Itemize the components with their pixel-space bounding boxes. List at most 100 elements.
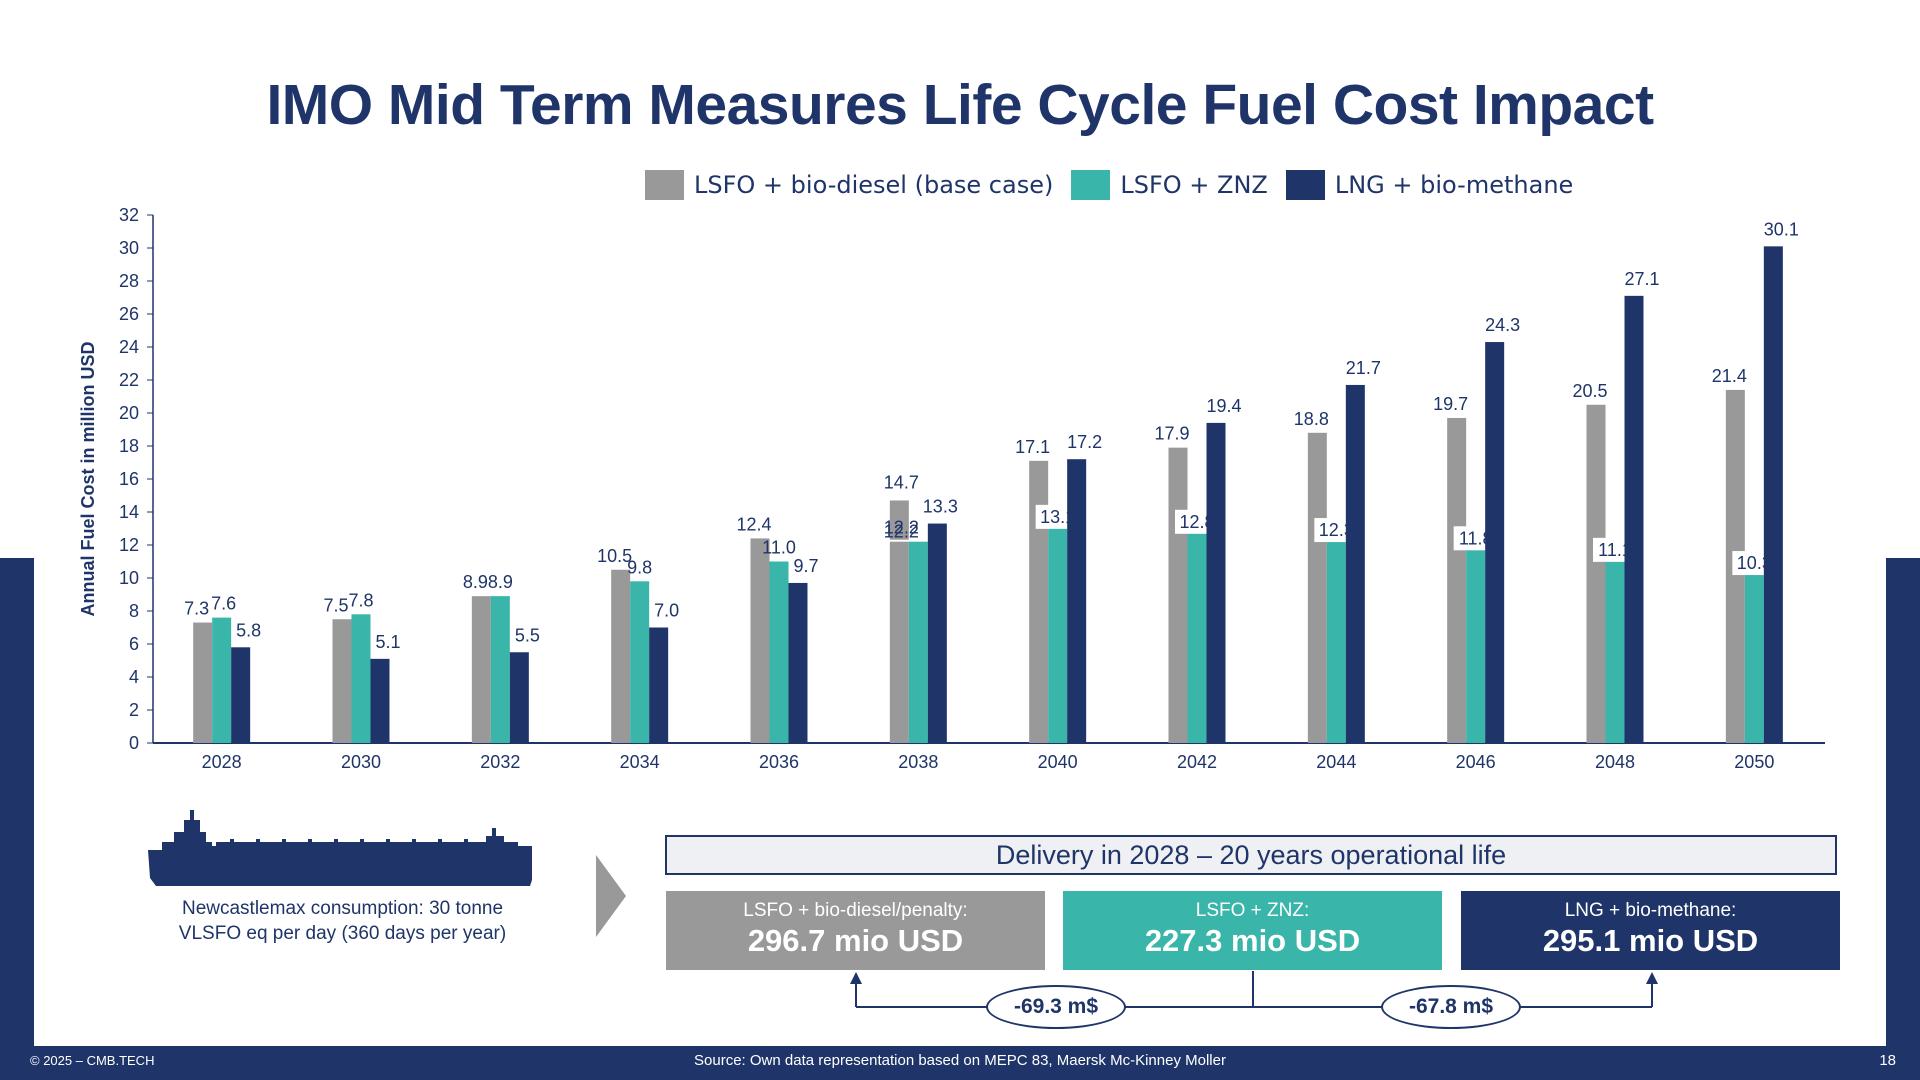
bar — [1586, 404, 1606, 743]
bar — [1466, 548, 1486, 743]
data-label: 8.9 — [488, 572, 513, 592]
x-tick-label: 2040 — [1038, 752, 1078, 772]
data-label: 9.7 — [793, 556, 818, 576]
legend-item-base: LSFO + bio-diesel (base case) — [645, 170, 1053, 200]
bar — [1326, 540, 1346, 743]
data-label: 12.4 — [736, 514, 771, 534]
bar — [1187, 531, 1207, 743]
data-label: 18.8 — [1294, 409, 1329, 429]
summary-box-label: LSFO + bio-diesel/penalty: — [743, 900, 968, 921]
summary-box-value: 296.7 mio USD — [747, 923, 964, 958]
bar — [1206, 422, 1226, 743]
page-number: 18 — [1879, 1052, 1896, 1069]
bar — [471, 596, 491, 743]
legend-swatch-navy — [1285, 170, 1325, 200]
x-tick-label: 2042 — [1177, 752, 1217, 772]
ship-caption-line1: Newcastlemax consumption: 30 tonne — [181, 898, 504, 919]
bar — [788, 582, 808, 743]
bar — [611, 569, 631, 743]
bar — [351, 614, 371, 743]
data-label: 30.1 — [1764, 219, 1799, 239]
bar — [769, 561, 789, 743]
difference-badge-znz: -69.3 m$ — [986, 985, 1126, 1029]
data-label: 12.2 — [884, 518, 919, 538]
chevron-right-icon — [596, 855, 626, 937]
bar — [1048, 526, 1068, 743]
x-tick-label: 2038 — [898, 752, 938, 772]
legend-item-znz: LSFO + ZNZ — [1071, 170, 1268, 200]
data-label: 7.8 — [348, 590, 373, 610]
data-label: 13.1 — [1040, 507, 1075, 527]
data-label: 7.5 — [323, 595, 348, 615]
data-label: 11.1 — [1598, 540, 1632, 560]
x-tick-label: 2050 — [1734, 752, 1774, 772]
y-tick-label: 18 — [119, 436, 139, 456]
bar — [1447, 417, 1467, 743]
data-label: 17.1 — [1015, 437, 1050, 457]
y-tick-label: 30 — [119, 238, 139, 258]
data-label: 5.8 — [236, 620, 261, 640]
y-tick-label: 32 — [119, 205, 139, 225]
legend-swatch-teal — [1071, 170, 1111, 200]
data-label: 12.8 — [1179, 512, 1214, 532]
bar — [1067, 459, 1087, 743]
summary-box-lng: LNG + bio-methane: 295.1 mio USD — [1461, 891, 1840, 970]
y-tick-label: 4 — [129, 667, 139, 687]
bar — [927, 523, 947, 743]
x-tick-label: 2028 — [202, 752, 242, 772]
x-tick-label: 2044 — [1316, 752, 1356, 772]
data-label: 19.4 — [1206, 396, 1241, 416]
data-label: 17.2 — [1067, 432, 1102, 452]
data-label: 5.1 — [375, 632, 400, 652]
y-tick-label: 6 — [129, 634, 139, 654]
bar — [1744, 573, 1764, 743]
footer-source: Source: Own data representation based on… — [694, 1052, 1226, 1069]
bar — [490, 596, 510, 743]
legend-label-base: LSFO + bio-diesel (base case) — [694, 171, 1054, 199]
y-tick-label: 22 — [119, 370, 139, 390]
y-tick-label: 10 — [119, 568, 139, 588]
data-label: 12.3 — [1319, 520, 1354, 540]
bar — [193, 622, 213, 743]
y-tick-label: 20 — [119, 403, 139, 423]
bar — [1345, 384, 1365, 743]
summary-box-value: 295.1 mio USD — [1542, 923, 1759, 958]
bar — [332, 619, 352, 743]
bar — [630, 581, 650, 743]
data-label: 27.1 — [1624, 269, 1659, 289]
y-tick-label: 28 — [119, 271, 139, 291]
data-label: 21.4 — [1712, 366, 1747, 386]
summary-box-value: 227.3 mio USD — [1144, 923, 1361, 958]
y-tick-label: 14 — [119, 502, 139, 522]
bar — [509, 652, 529, 743]
data-label: 13.3 — [923, 497, 958, 517]
arrow-up-icon — [1646, 972, 1658, 984]
data-label: 14.7 — [884, 472, 919, 492]
data-label: 19.7 — [1433, 394, 1468, 414]
bar — [649, 627, 669, 743]
legend-swatch-grey — [645, 170, 684, 200]
bar — [370, 658, 390, 743]
bar — [1763, 246, 1783, 743]
legend-item-lng: LNG + bio-methane — [1285, 170, 1574, 200]
bar — [1307, 432, 1327, 743]
x-tick-label: 2030 — [341, 752, 381, 772]
bar — [750, 538, 770, 743]
data-label: 10.5 — [597, 546, 632, 566]
y-tick-label: 16 — [119, 469, 139, 489]
bar — [1624, 295, 1644, 743]
delivery-header: Delivery in 2028 – 20 years operational … — [665, 835, 1837, 875]
data-label: 12.2 — [884, 522, 919, 542]
bar — [1605, 559, 1625, 743]
data-label: 10.3 — [1737, 553, 1772, 573]
page-title: IMO Mid Term Measures Life Cycle Fuel Co… — [266, 73, 1654, 137]
bar — [1485, 342, 1505, 743]
x-tick-label: 2048 — [1595, 752, 1635, 772]
legend-label-znz: LSFO + ZNZ — [1120, 171, 1268, 199]
legend-label-lng: LNG + bio-methane — [1334, 171, 1574, 199]
data-label: 11.8 — [1459, 528, 1493, 548]
bar — [1029, 460, 1049, 743]
y-tick-label: 26 — [119, 304, 139, 324]
data-label: 21.7 — [1346, 358, 1381, 378]
